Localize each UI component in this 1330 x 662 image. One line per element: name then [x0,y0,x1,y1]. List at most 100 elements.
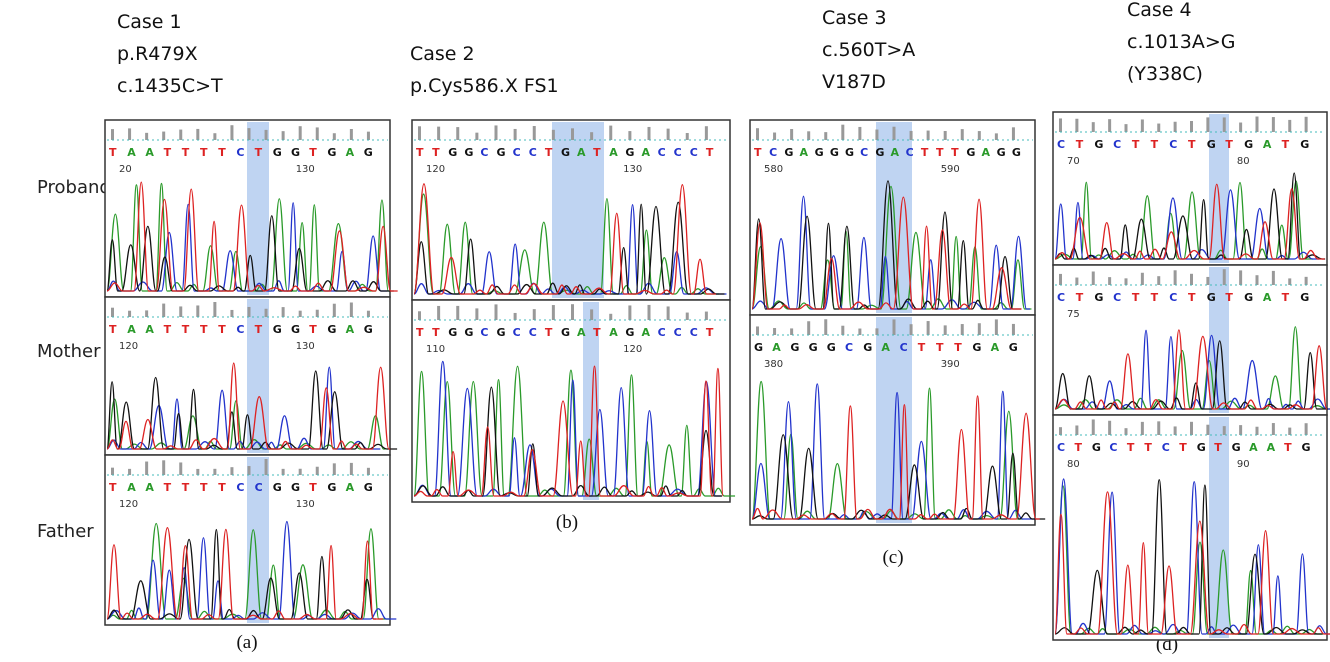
base-sequence: TAATTTTCCGGTGAG [109,481,373,494]
case-heading: Case 1 [117,11,182,33]
row-label: Father [37,521,94,542]
position-number: 130 [623,164,642,175]
quality-bar [609,126,612,140]
quality-bar [316,467,319,475]
quality-bar [1059,118,1062,132]
quality-bar [213,302,216,317]
quality-bar [824,132,827,140]
quality-bar [213,133,216,140]
quality-bar [1108,421,1111,435]
quality-bar [533,309,536,320]
figure: ProbandMotherFatherCase 1p.R479Xc.1435C>… [0,0,1330,662]
quality-bar [667,129,670,140]
case-heading: c.560T>A [822,39,915,61]
case-heading: p.Cys586.X FS1 [410,75,559,97]
quality-bar [367,311,370,317]
quality-bar [437,127,440,140]
quality-bar [495,125,498,140]
quality-bar [1256,117,1259,132]
quality-bar [790,129,793,140]
quality-bar [686,133,689,140]
quality-bar [1223,426,1226,435]
quality-bar [367,468,370,475]
quality-bar [893,319,896,335]
position-number: 120 [623,344,642,355]
quality-bar [807,131,810,140]
quality-bar [333,304,336,317]
base-sequence: GAGGGCGACTTTGAG [754,341,1018,354]
quality-bar [230,467,233,475]
position-number: 20 [119,164,132,175]
quality-bar [350,302,353,317]
highlight-band [1209,267,1229,413]
quality-bar [571,128,574,140]
quality-bar [1141,422,1144,435]
quality-bar [1239,425,1242,435]
quality-bar [1223,269,1226,285]
quality-bar [875,130,878,140]
quality-bar [858,329,861,335]
position-number: 130 [296,499,315,510]
quality-bar [910,324,913,335]
quality-bar [686,313,689,320]
quality-bar [1059,274,1062,285]
quality-bar [1157,276,1160,285]
case-heading: (Y338C) [1127,63,1203,85]
quality-bar [333,463,336,475]
case-heading: Case 4 [1127,0,1192,21]
trace-frame [1053,265,1327,415]
quality-bar [1256,275,1259,285]
case-heading: V187D [822,71,886,93]
position-number: 120 [119,499,138,510]
quality-bar [773,328,776,335]
quality-bar [282,131,285,140]
position-number: 80 [1237,156,1250,167]
quality-bar [248,466,251,475]
quality-bar [196,129,199,140]
quality-bar [875,328,878,335]
quality-bar [1157,124,1160,132]
case-heading: c.1435C>T [117,75,223,97]
position-number: 130 [296,341,315,352]
quality-bar [1206,277,1209,285]
quality-bar [1174,122,1177,132]
quality-bar [367,132,370,140]
quality-bar [533,126,536,140]
quality-bar [196,305,199,317]
position-number: 580 [764,164,783,175]
quality-bar [1190,274,1193,285]
quality-bar [756,326,759,335]
quality-bar [995,319,998,335]
quality-bar [179,130,182,140]
quality-bar [858,127,861,140]
quality-bar [628,305,631,320]
quality-bar [162,132,165,140]
quality-bar [418,311,421,320]
quality-bar [333,133,336,140]
quality-bar [1288,120,1291,132]
quality-bar [1174,426,1177,435]
quality-bar [1305,277,1308,285]
quality-bar [944,131,947,140]
quality-bar [552,305,555,320]
base-sequence: TAATTTTCTGGTGAG [109,323,373,336]
quality-bar [1075,425,1078,435]
position-number: 390 [941,359,960,370]
position-number: 90 [1237,459,1250,470]
quality-bar [648,127,651,140]
case-heading: Case 3 [822,7,887,29]
quality-bar [282,307,285,317]
trace-frame [1053,112,1327,265]
base-sequence: CTGCTTCTGTGAATG [1057,441,1311,454]
quality-bar [927,131,930,140]
quality-bar [910,131,913,140]
quality-bar [514,129,517,140]
quality-bar [1272,117,1275,132]
position-number: 120 [426,164,445,175]
quality-bar [978,131,981,140]
quality-bar [437,306,440,320]
position-number: 130 [296,164,315,175]
panel-label: (c) [882,547,903,568]
quality-bar [756,128,759,140]
